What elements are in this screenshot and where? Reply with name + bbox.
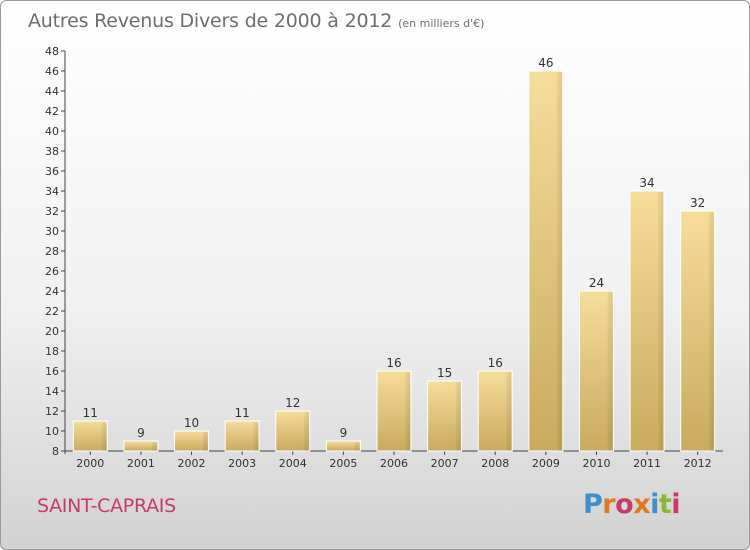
bar-shade [405,372,410,451]
bar-value-label: 34 [639,176,654,190]
y-tick-label: 12 [45,405,59,418]
y-tick-label: 30 [45,225,59,238]
bar-value-label: 11 [235,406,250,420]
y-tick-label: 24 [45,285,59,298]
bars [72,70,716,452]
y-tick-label: 38 [45,145,59,158]
y-tick-label: 44 [45,85,59,98]
bar-shade [455,382,461,451]
y-tick-label: 32 [45,205,59,218]
bar-shade [506,372,512,451]
y-tick-label: 22 [45,305,59,318]
bar-value-label: 15 [437,366,452,380]
proxiti-logo[interactable]: Proxiti [583,489,681,520]
y-tick-label: 48 [45,45,59,58]
y-tick-label: 42 [45,105,59,118]
y-tick-label: 40 [45,125,59,138]
x-tick-label: 2000 [76,457,104,470]
x-tick-label: 2011 [633,457,661,470]
bar-value-label: 9 [340,426,348,440]
bar-shade [253,422,259,451]
x-tick-label: 2003 [228,457,256,470]
logo-letter: x [633,489,651,520]
bar-shade [607,292,613,451]
x-tick-label: 2009 [532,457,560,470]
y-tick-label: 28 [45,245,59,258]
y-tick-label: 46 [45,65,59,78]
bar-value-label: 9 [137,426,145,440]
y-tick-label: 16 [45,365,59,378]
bar-value-label: 11 [83,406,98,420]
chart-title-main: Autres Revenus Divers de 2000 à 2012 [28,10,393,32]
bar-value-label: 16 [386,356,401,370]
logo-letter: i [650,489,659,520]
town-name: SAINT-CAPRAIS [37,495,176,517]
bar-value-label: 32 [690,196,705,210]
x-tick-label: 2010 [582,457,610,470]
y-tick-label: 10 [45,425,59,438]
bar-value-label: 24 [589,276,604,290]
y-tick-label: 26 [45,265,59,278]
bar-shade [556,72,562,451]
logo-letter: P [583,489,603,520]
bar-shade [151,442,157,451]
bar-shade [658,192,664,451]
logo-letter: i [671,489,681,520]
x-tick-label: 2012 [684,457,712,470]
bar-value-label: 16 [488,356,503,370]
logo-letter: t [658,489,672,520]
bar [325,440,361,452]
x-tick-label: 2004 [279,457,307,470]
x-tick-label: 2001 [127,457,155,470]
bar-value-label: 12 [285,396,300,410]
x-tick-label: 2006 [380,457,408,470]
value-labels: 11 9 10 11 12 9 16 15 16 46 24 34 32 [83,56,706,440]
x-tick-label: 2002 [178,457,206,470]
y-tick-label: 34 [45,185,59,198]
bar [123,440,159,452]
bar [174,430,210,452]
bar-shade [101,422,107,451]
bar-shade [354,442,360,451]
bar-shade [202,432,208,451]
chart-title: Autres Revenus Divers de 2000 à 2012 (en … [28,10,484,32]
logo-letter: o [615,489,634,520]
bar-shade [708,212,714,451]
x-tick-label: 2008 [481,457,509,470]
x-tick-label: 2007 [431,457,459,470]
y-tick-label: 36 [45,165,59,178]
y-tick-label: 8 [52,445,59,458]
bar-value-label: 46 [538,56,553,70]
x-tick-label: 2005 [329,457,357,470]
chart-subtitle: (en milliers d'€) [398,17,485,30]
logo-letter: r [602,489,616,520]
y-tick-label: 14 [45,385,59,398]
bar-shade [303,412,309,451]
bar-value-label: 10 [184,416,199,430]
y-tick-label: 20 [45,325,59,338]
y-tick-label: 18 [45,345,59,358]
